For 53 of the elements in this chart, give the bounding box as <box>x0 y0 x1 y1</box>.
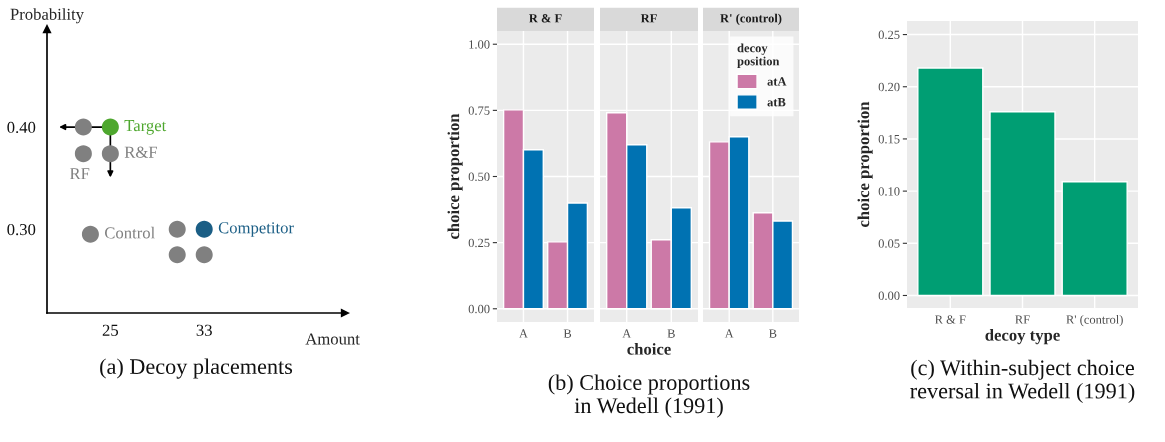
y-tick-label: 0.25 <box>468 238 490 248</box>
x-axis-title: choice <box>627 343 671 355</box>
annotation: Control <box>104 226 155 239</box>
point <box>101 118 119 136</box>
chart-title: R & F <box>529 14 562 23</box>
x-tick-label: R & F <box>935 315 966 324</box>
x-tick-label: B <box>563 329 572 338</box>
y-tick-label: 0.05 <box>878 239 900 248</box>
y-tick-label: 0.15 <box>878 134 900 144</box>
x-tick-label: A <box>724 329 734 338</box>
point <box>74 145 92 163</box>
annotation: RF <box>69 168 90 180</box>
x-tick-label: B <box>667 329 675 338</box>
y-tick-label: 0.10 <box>878 187 900 196</box>
y-tick-label: 0.30 <box>7 223 36 236</box>
y-tick-label: 0.40 <box>7 121 36 134</box>
point <box>195 220 213 238</box>
annotation: Competitor <box>218 222 294 237</box>
text: (c) Within-subject choice reversal in Wedell (1991) <box>910 359 1135 404</box>
x-tick-label: A <box>622 329 632 338</box>
x-tick-label: 25 <box>102 324 119 336</box>
point <box>74 118 92 136</box>
y-tick-label: 0.75 <box>468 106 490 115</box>
y-axis-title: choice proportion <box>857 101 873 227</box>
x-axis-title: Amount <box>305 333 360 345</box>
legend-label: atB <box>767 98 786 107</box>
point <box>101 145 119 163</box>
x-tick-label: 33 <box>196 324 212 336</box>
x-tick-label: A <box>519 329 528 338</box>
y-tick-label: 1.00 <box>469 40 490 49</box>
annotation: Target <box>124 120 167 135</box>
y-tick-label: 0.20 <box>878 82 900 92</box>
y-tick-label: 0.25 <box>878 30 900 40</box>
text: (a) Decoy placements <box>100 358 293 379</box>
x-tick-label: RF <box>1015 315 1030 324</box>
text: (b) Choice proportions in Wedell (1991) <box>548 374 750 418</box>
x-axis-title: decoy type <box>985 329 1060 345</box>
y-tick-label: 0.00 <box>468 304 490 314</box>
y-axis-title: choice proportion <box>447 113 463 239</box>
point <box>168 220 186 238</box>
legend-label: atA <box>767 77 787 86</box>
point <box>81 225 99 243</box>
legend-title: decoy position <box>737 43 780 68</box>
chart-title: R' (control) <box>720 13 782 26</box>
y-tick-label: 0.00 <box>878 291 900 300</box>
y-axis-title: Probability <box>10 8 84 24</box>
x-tick-label: R' (control) <box>1066 314 1123 327</box>
point <box>195 246 213 264</box>
annotation: R&F <box>124 146 157 158</box>
y-tick-label: 0.50 <box>468 172 490 182</box>
point <box>168 246 186 264</box>
x-tick-label: B <box>769 329 777 338</box>
chart-title: RF <box>640 14 657 23</box>
